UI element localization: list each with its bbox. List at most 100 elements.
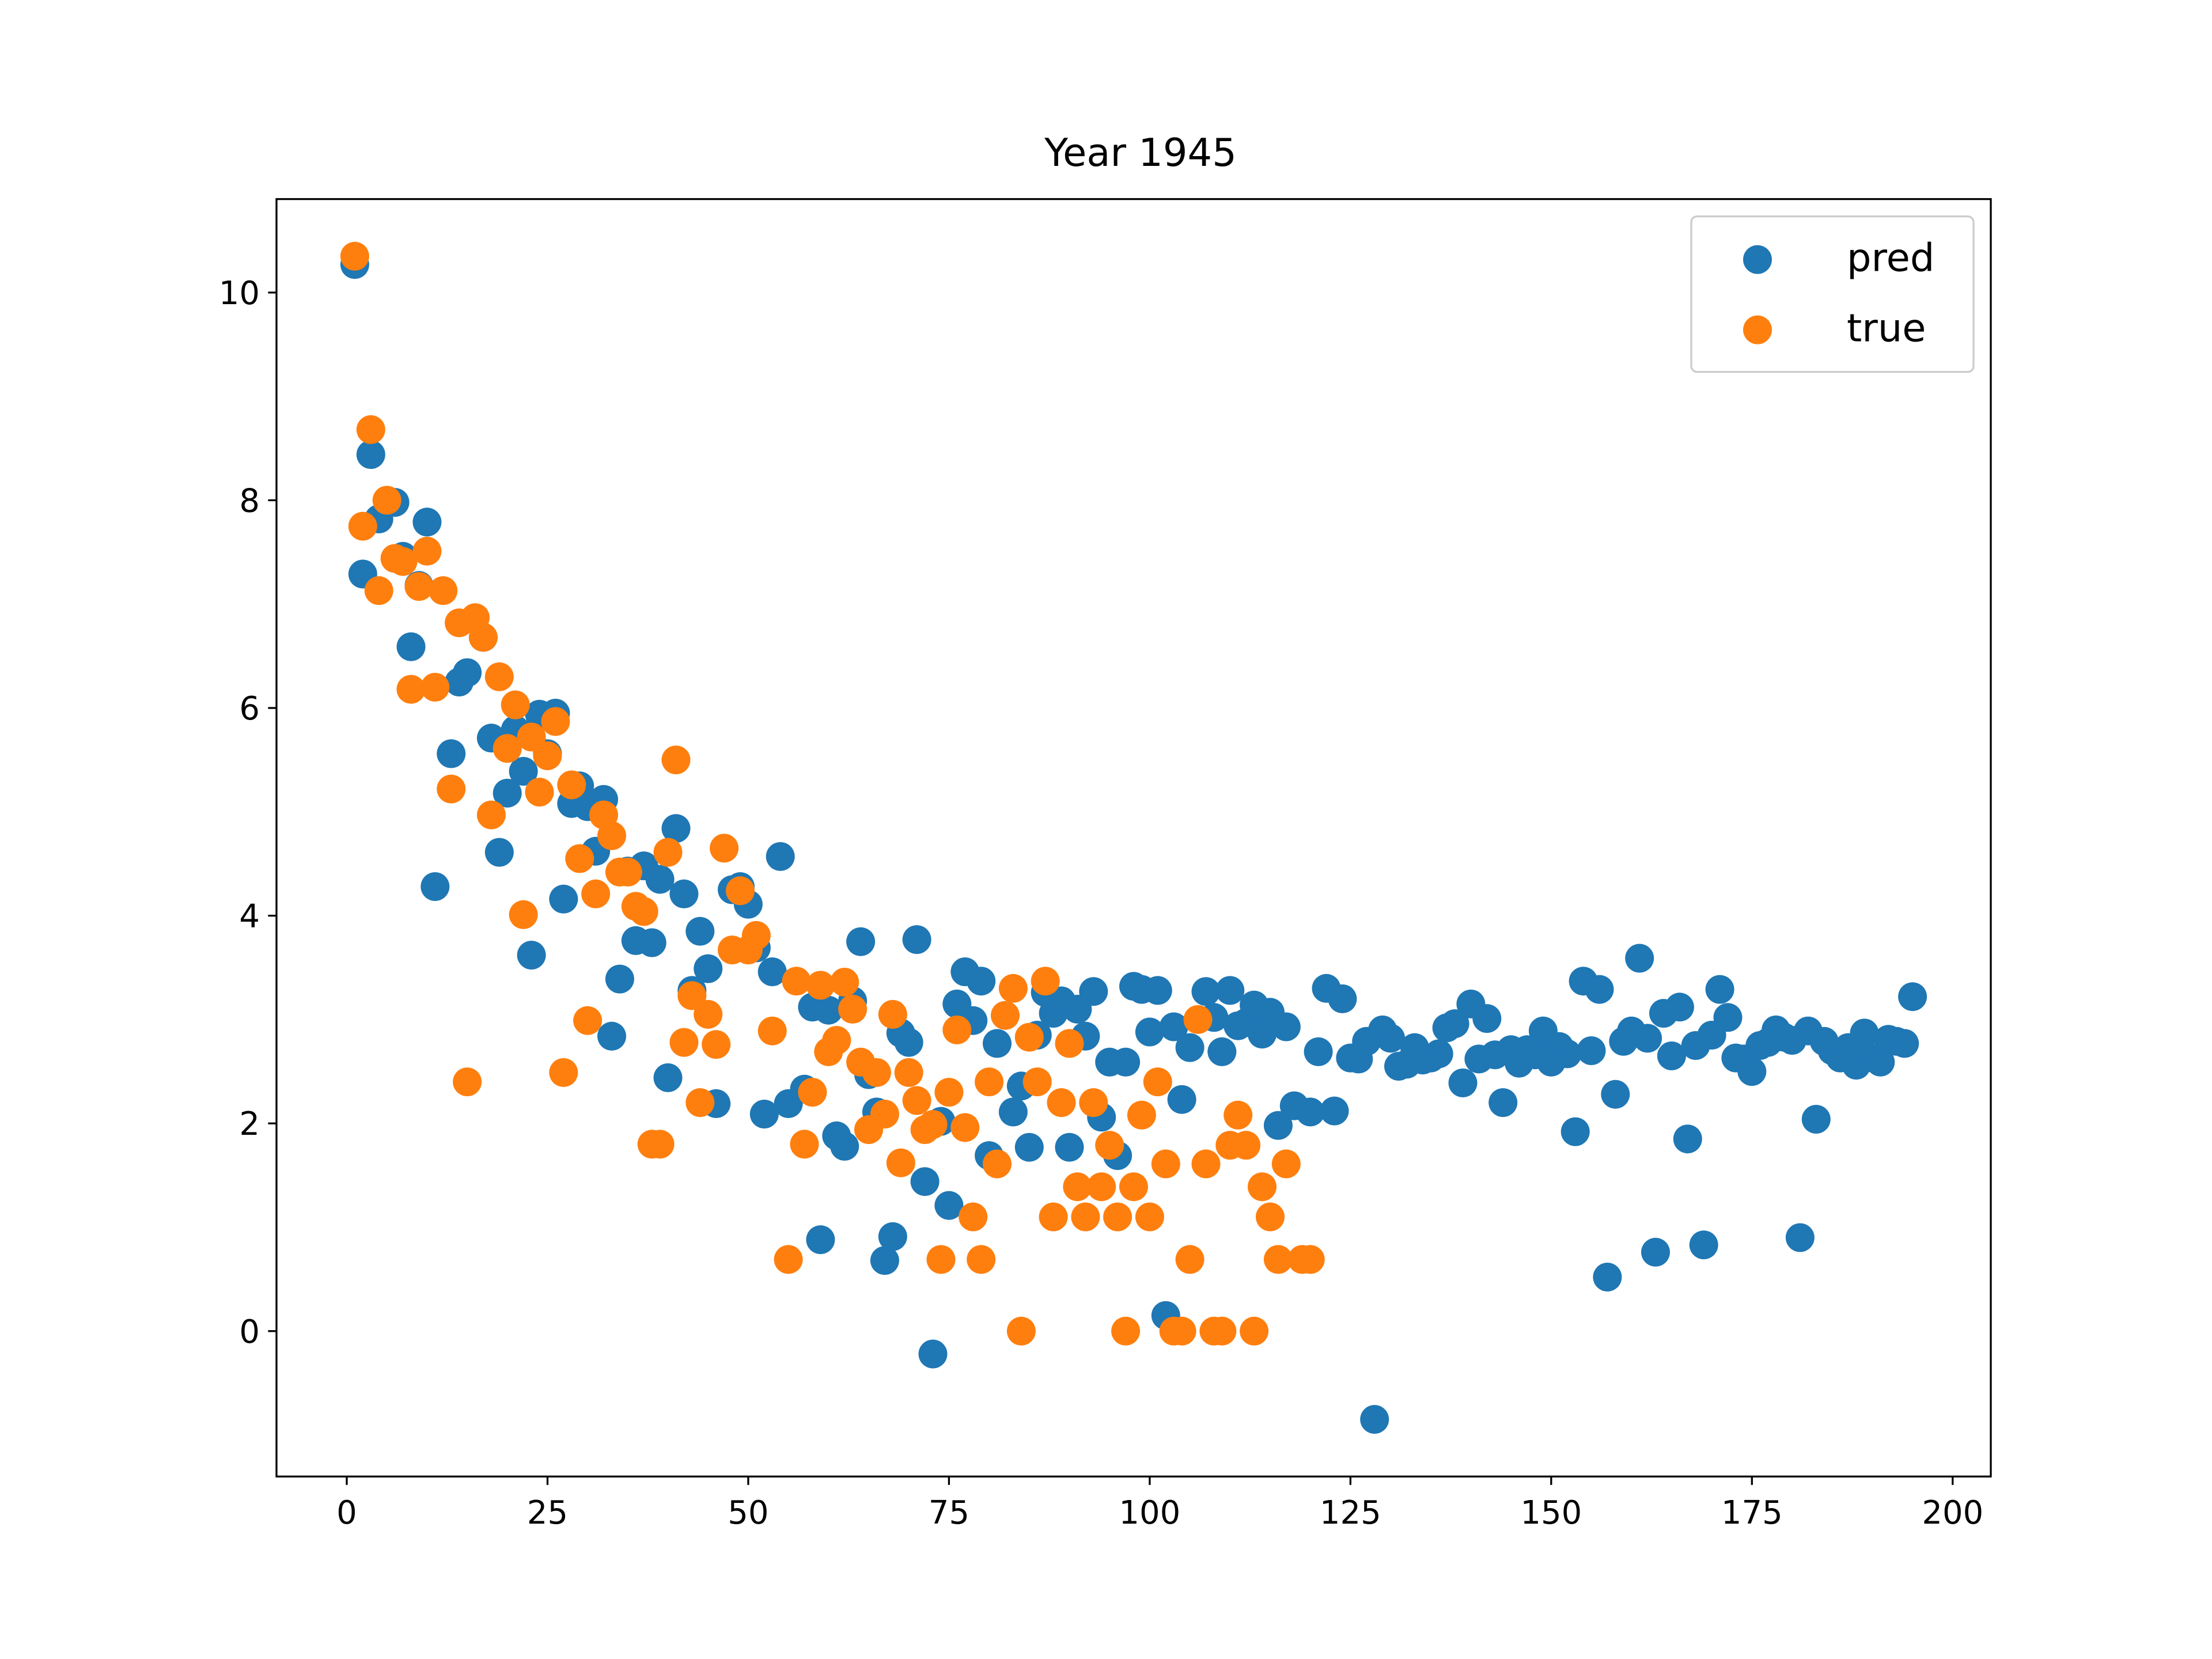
point-pred-76 xyxy=(998,1097,1028,1127)
point-true-50 xyxy=(741,921,771,950)
point-pred-129 xyxy=(1440,1009,1469,1039)
point-true-93 xyxy=(1103,1202,1132,1232)
point-pred-96 xyxy=(1159,1012,1188,1041)
point-true-72 xyxy=(934,1078,964,1107)
point-pred-48 xyxy=(757,957,787,986)
x-tick-label-200: 200 xyxy=(1922,1494,1983,1532)
point-pred-64 xyxy=(894,1028,923,1057)
point-true-60 xyxy=(838,994,868,1024)
point-true-10 xyxy=(421,673,450,702)
point-pred-121 xyxy=(1376,1024,1406,1053)
point-true-106 xyxy=(1207,1316,1237,1346)
point-pred-146 xyxy=(1577,1036,1606,1065)
point-pred-41 xyxy=(694,954,723,983)
point-pred-133 xyxy=(1472,1004,1502,1033)
point-true-83 xyxy=(1022,1067,1052,1097)
plot-frame xyxy=(275,198,1992,1478)
point-true-102 xyxy=(1175,1245,1205,1274)
point-pred-102 xyxy=(1215,976,1245,1005)
point-true-101 xyxy=(1167,1316,1196,1346)
point-true-74 xyxy=(950,1113,980,1142)
point-pred-73 xyxy=(967,967,996,996)
point-true-4 xyxy=(372,486,402,515)
point-true-88 xyxy=(1063,1172,1092,1202)
legend-label-true: true xyxy=(1847,306,1926,351)
point-true-96 xyxy=(1127,1100,1156,1130)
point-pred-158 xyxy=(1673,1124,1702,1154)
point-true-19 xyxy=(493,734,522,763)
point-true-112 xyxy=(1256,1202,1285,1232)
chart-title: Year 1945 xyxy=(1044,130,1237,175)
point-true-58 xyxy=(822,1026,851,1055)
point-true-89 xyxy=(1071,1202,1100,1232)
x-tick-label-175: 175 xyxy=(1721,1494,1783,1532)
point-true-94 xyxy=(1111,1316,1141,1346)
legend-marker-true xyxy=(1743,315,1772,344)
point-pred-65 xyxy=(902,925,931,955)
y-tick-label-2: 2 xyxy=(239,1105,260,1143)
point-true-3 xyxy=(364,576,393,605)
point-true-75 xyxy=(959,1202,988,1232)
point-pred-12 xyxy=(453,658,482,687)
point-pred-62 xyxy=(878,1222,907,1251)
point-true-55 xyxy=(798,1078,827,1107)
point-true-79 xyxy=(991,1001,1020,1030)
point-true-26 xyxy=(549,1058,578,1087)
point-true-0 xyxy=(340,241,369,271)
point-pred-99 xyxy=(1191,977,1221,1006)
point-true-99 xyxy=(1151,1149,1180,1179)
point-pred-37 xyxy=(661,814,691,843)
point-true-51 xyxy=(757,1016,787,1046)
point-pred-38 xyxy=(669,879,699,908)
point-true-1 xyxy=(348,512,377,541)
point-true-63 xyxy=(862,1058,891,1087)
point-pred-23 xyxy=(549,884,578,914)
point-true-23 xyxy=(525,778,554,807)
point-true-84 xyxy=(1031,967,1060,996)
point-pred-115 xyxy=(1328,984,1357,1013)
point-pred-157 xyxy=(1665,993,1694,1022)
point-true-36 xyxy=(629,897,658,926)
point-true-44 xyxy=(694,999,723,1029)
point-true-116 xyxy=(1296,1245,1325,1274)
point-pred-162 xyxy=(1705,975,1734,1004)
point-true-18 xyxy=(484,662,514,691)
point-pred-101 xyxy=(1207,1037,1237,1066)
point-true-6 xyxy=(388,547,418,576)
point-true-21 xyxy=(509,900,538,929)
point-true-43 xyxy=(685,1088,715,1118)
x-axis: 0 25 50 75 100 125 150 175 200 xyxy=(336,1476,1983,1532)
point-pred-135 xyxy=(1488,1088,1518,1118)
point-pred-66 xyxy=(910,1167,940,1196)
point-true-29 xyxy=(573,1006,603,1035)
point-true-39 xyxy=(653,838,683,867)
point-pred-34 xyxy=(637,928,666,957)
point-true-87 xyxy=(1055,1029,1084,1058)
point-true-80 xyxy=(998,974,1028,1003)
point-pred-6 xyxy=(396,632,426,661)
point-true-73 xyxy=(942,1015,972,1044)
point-true-98 xyxy=(1143,1067,1172,1097)
point-true-41 xyxy=(669,1028,699,1057)
point-pred-114 xyxy=(1320,1096,1349,1126)
point-true-45 xyxy=(702,1030,731,1059)
point-true-9 xyxy=(412,536,442,566)
point-pred-19 xyxy=(517,941,546,970)
point-pred-106 xyxy=(1248,1020,1277,1049)
point-true-59 xyxy=(830,968,859,997)
point-true-90 xyxy=(1079,1088,1108,1118)
point-pred-112 xyxy=(1304,1037,1333,1066)
point-pred-94 xyxy=(1143,976,1172,1005)
point-true-110 xyxy=(1240,1316,1269,1346)
point-pred-148 xyxy=(1593,1263,1622,1291)
point-true-2 xyxy=(356,415,385,444)
point-pred-29 xyxy=(597,1021,626,1051)
point-true-53 xyxy=(782,967,811,996)
point-pred-30 xyxy=(605,964,634,994)
point-true-8 xyxy=(404,572,434,601)
point-true-67 xyxy=(894,1058,923,1087)
point-true-108 xyxy=(1224,1100,1253,1130)
point-pred-182 xyxy=(1866,1047,1895,1077)
point-true-32 xyxy=(597,821,626,850)
point-true-66 xyxy=(886,1148,915,1177)
